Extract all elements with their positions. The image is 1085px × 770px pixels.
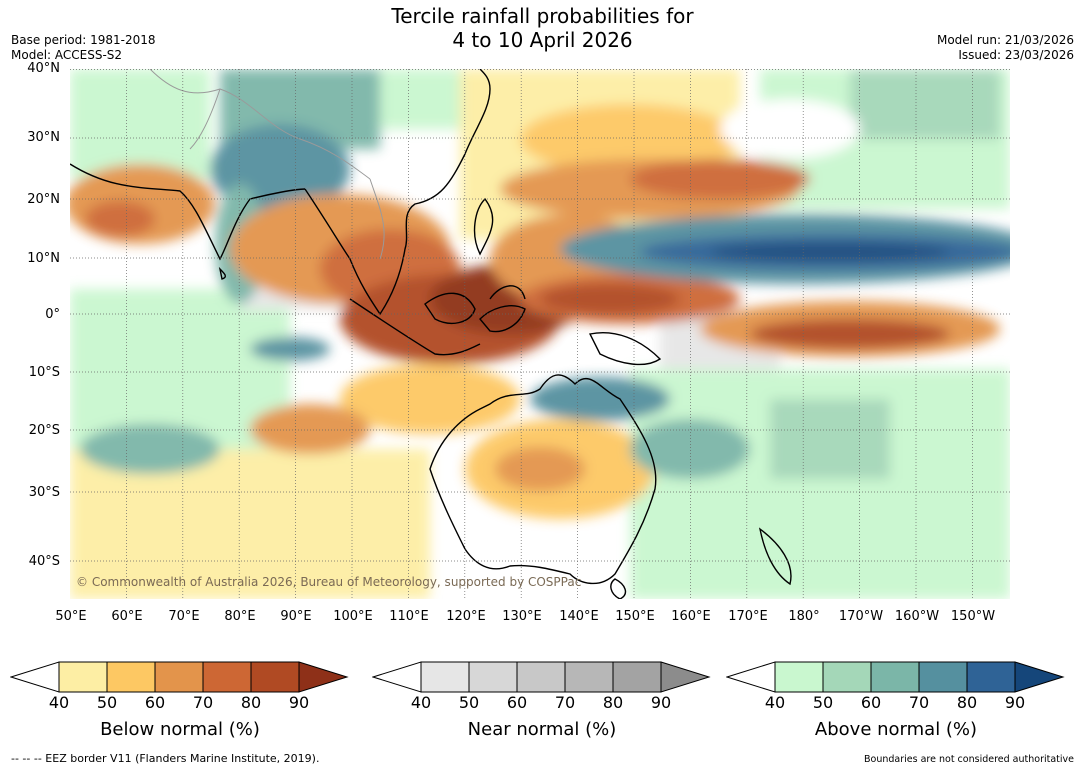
lon-label: 70°E xyxy=(168,609,200,624)
lon-label: 150°E xyxy=(615,609,655,624)
lat-label: 10°N xyxy=(27,251,60,266)
lon-label: 110°E xyxy=(389,609,429,624)
colorbar-tick: 80 xyxy=(956,693,978,712)
lon-label: 100°E xyxy=(333,609,373,624)
lon-label: 60°E xyxy=(111,609,143,624)
colorbar-segment xyxy=(154,661,204,693)
colorbar-tick: 60 xyxy=(506,693,528,712)
model-name: Model: ACCESS-S2 xyxy=(11,48,123,62)
country-borders xyxy=(149,69,385,260)
eez-note: -- -- -- EEZ border V11 (Flanders Marine… xyxy=(11,752,320,765)
colorbar-segment xyxy=(250,661,300,693)
colorbar-title: Above normal (%) xyxy=(814,719,978,740)
colorbar-tick: 80 xyxy=(602,693,624,712)
colorbar-tick: 60 xyxy=(860,693,882,712)
graticule xyxy=(70,69,1010,599)
meta-left: Base period: 1981-2018 Model: ACCESS-S2 xyxy=(11,33,156,63)
title-line-1: Tercile rainfall probabilities for xyxy=(391,4,694,28)
lat-label: 20°S xyxy=(28,423,60,438)
colorbar-segment xyxy=(516,661,566,693)
lat-label: 0° xyxy=(45,307,60,322)
colorbar-tick: 70 xyxy=(192,693,214,712)
colorbar-end-arrow xyxy=(660,661,711,693)
lon-label: 140°E xyxy=(559,609,599,624)
colorbar-segment xyxy=(870,661,920,693)
map-title: Tercile rainfall probabilities for 4 to … xyxy=(0,4,1085,52)
lon-label: 130°E xyxy=(502,609,542,624)
lon-label: 170°E xyxy=(728,609,768,624)
colorbar-above-normal xyxy=(726,661,1065,693)
colorbar-title: Near normal (%) xyxy=(467,719,617,740)
colorbar-tick: 60 xyxy=(144,693,166,712)
colorbar-near-normal xyxy=(372,661,711,693)
lon-label: 180° xyxy=(788,609,820,624)
lat-label: 40°N xyxy=(27,61,60,76)
lat-label: 30°S xyxy=(28,485,60,500)
colorbar-tick: 70 xyxy=(908,693,930,712)
lon-label: 170°W xyxy=(838,609,884,624)
colorbar-below-normal xyxy=(10,661,349,693)
lon-label: 160°W xyxy=(894,609,940,624)
model-run: Model run: 21/03/2026 xyxy=(936,33,1074,47)
probability-field xyxy=(70,69,1010,599)
colorbar-segment xyxy=(612,661,662,693)
colorbar-segment xyxy=(420,661,470,693)
colorbar-segment xyxy=(58,661,108,693)
base-period: Base period: 1981-2018 xyxy=(11,33,156,47)
colorbar-segment xyxy=(918,661,968,693)
colorbar-tick: 50 xyxy=(458,693,480,712)
colorbar-tick: 70 xyxy=(554,693,576,712)
lon-label: 160°E xyxy=(671,609,711,624)
lon-label: 90°E xyxy=(280,609,312,624)
colorbar-segment xyxy=(966,661,1016,693)
meta-right: Model run: 21/03/2026 Issued: 23/03/2026 xyxy=(937,33,1074,63)
lon-label: 50°E xyxy=(55,609,87,624)
colorbar-segment xyxy=(106,661,156,693)
lon-label: 120°E xyxy=(446,609,486,624)
colorbar-segment xyxy=(202,661,252,693)
colorbar-segment xyxy=(564,661,614,693)
colorbar-tick: 40 xyxy=(410,693,432,712)
lat-label: 10°S xyxy=(28,365,60,380)
colorbar-tick: 80 xyxy=(240,693,262,712)
copyright-note: © Commonwealth of Australia 2026, Bureau… xyxy=(76,575,581,589)
colorbar-tick: 50 xyxy=(96,693,118,712)
lon-label: 150°W xyxy=(950,609,996,624)
colorbar-tick: 90 xyxy=(1004,693,1026,712)
forecast-map: © Commonwealth of Australia 2026, Bureau… xyxy=(70,69,1010,599)
lat-label: 30°N xyxy=(27,130,60,145)
colorbar-tick: 40 xyxy=(48,693,70,712)
title-line-2: 4 to 10 April 2026 xyxy=(452,28,633,52)
colorbar-segment xyxy=(774,661,824,693)
colorbar-title: Below normal (%) xyxy=(100,719,260,740)
colorbar-segment xyxy=(468,661,518,693)
lat-label: 20°N xyxy=(27,192,60,207)
lat-label: 40°S xyxy=(28,554,60,569)
colorbar-end-arrow xyxy=(298,661,349,693)
issued-date: Issued: 23/03/2026 xyxy=(958,48,1074,62)
colorbar-tick: 90 xyxy=(650,693,672,712)
lon-label: 80°E xyxy=(224,609,256,624)
colorbar-tick: 90 xyxy=(288,693,310,712)
coastlines xyxy=(70,69,792,599)
colorbar-tick: 50 xyxy=(812,693,834,712)
boundaries-note: Boundaries are not considered authoritat… xyxy=(864,754,1074,765)
colorbar-segment xyxy=(822,661,872,693)
colorbar-end-arrow xyxy=(1014,661,1065,693)
colorbar-tick: 40 xyxy=(764,693,786,712)
